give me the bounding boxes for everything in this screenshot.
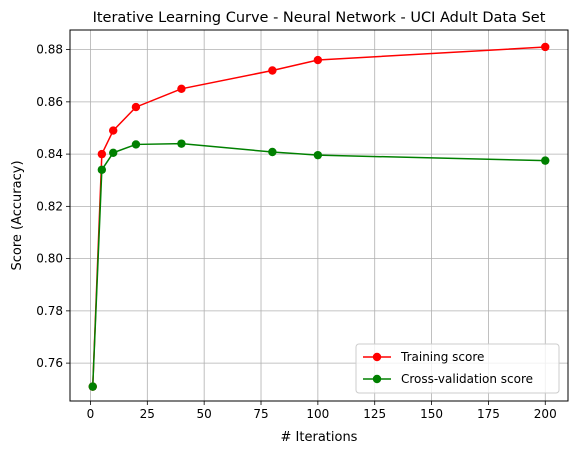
x-tick-label: 200 xyxy=(534,407,557,421)
x-tick-label: 150 xyxy=(420,407,443,421)
series-layer xyxy=(88,42,550,391)
plot-frame xyxy=(69,29,569,402)
series-line-0 xyxy=(91,46,546,387)
y-tick-label: 0.76 xyxy=(36,356,63,370)
x-tick-label: 125 xyxy=(363,407,386,421)
x-tick-label: 0 xyxy=(87,407,95,421)
data-point-series-1 xyxy=(109,148,118,157)
data-point-series-1 xyxy=(88,382,97,391)
data-point-series-0 xyxy=(268,66,277,75)
data-point-series-0 xyxy=(541,42,550,52)
x-tick-label: 25 xyxy=(140,407,155,421)
y-tick-label: 0.78 xyxy=(36,304,63,318)
data-point-series-0 xyxy=(97,149,107,159)
data-point-series-1 xyxy=(131,140,141,149)
legend-box xyxy=(355,343,560,394)
data-point-series-0 xyxy=(109,126,118,135)
legend-label-cv: Cross-validation score xyxy=(401,372,533,386)
data-point-series-0 xyxy=(313,55,323,65)
y-tick-label: 0.86 xyxy=(36,95,63,109)
legend-marker-training xyxy=(372,352,382,362)
legend-marker-cv xyxy=(372,374,382,384)
data-point-series-1 xyxy=(541,156,550,165)
y-axis-label: Score (Accuracy) xyxy=(10,160,25,270)
data-point-series-1 xyxy=(177,139,186,148)
data-point-series-1 xyxy=(268,147,277,157)
data-point-series-0 xyxy=(131,102,141,112)
y-tick-label: 0.80 xyxy=(36,252,63,266)
data-point-series-1 xyxy=(313,150,323,160)
x-tick-label: 50 xyxy=(197,407,212,421)
legend-label-training: Training score xyxy=(400,350,484,364)
y-tick-label: 0.84 xyxy=(36,147,63,161)
x-axis-label: # Iterations xyxy=(281,430,358,445)
x-tick-label: 100 xyxy=(306,407,329,421)
x-tick-label: 175 xyxy=(477,407,500,421)
y-tick-label: 0.88 xyxy=(36,43,63,57)
legend: Training score Cross-validation score xyxy=(355,343,560,394)
x-tick-label: 75 xyxy=(253,407,268,421)
chart-title: Iterative Learning Curve - Neural Networ… xyxy=(93,10,546,26)
y-tick-label: 0.82 xyxy=(36,199,63,213)
data-point-series-1 xyxy=(97,165,107,174)
axis-ticks: 0 25 50 75 100 125 150 175 200 0.76 0.78 0.80 0.82 0.… xyxy=(36,43,556,421)
data-point-series-0 xyxy=(177,84,186,93)
